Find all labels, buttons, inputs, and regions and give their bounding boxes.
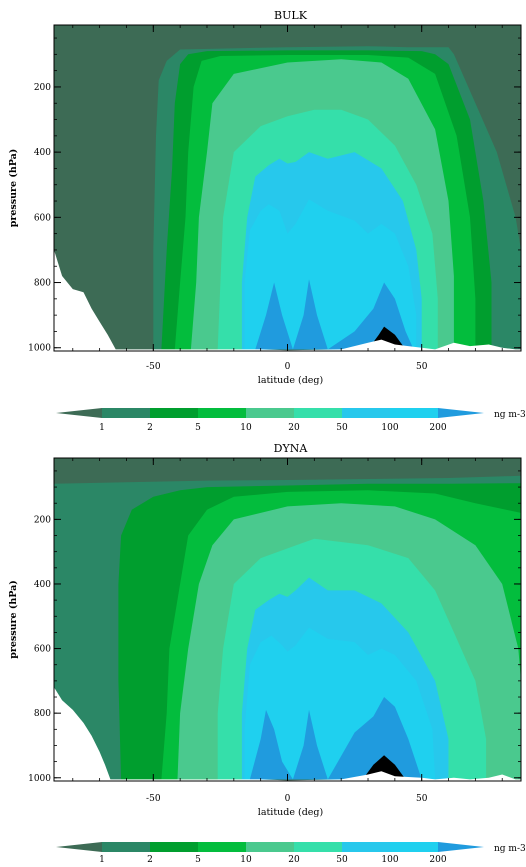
colorbar-swatch xyxy=(150,842,199,852)
x-tick-label: 0 xyxy=(285,794,291,804)
colorbar: 1 2 5 10 20 50 100 200 ng m-3 xyxy=(56,842,526,865)
colorbar-swatch xyxy=(294,408,343,418)
y-tick-label: 600 xyxy=(34,213,51,223)
x-axis-label: latitude (deg) xyxy=(258,375,323,386)
plot-area xyxy=(54,458,521,781)
colorbar-swatch xyxy=(246,408,295,418)
y-tick-label: 800 xyxy=(34,279,51,289)
colorbar-tick-label: 10 xyxy=(240,423,252,433)
colorbar-arrow-high xyxy=(438,842,484,852)
panel-title: BULK xyxy=(274,9,308,22)
x-tick-label: -50 xyxy=(146,794,161,804)
colorbar-swatch xyxy=(342,408,391,418)
colorbar-tick-label: 200 xyxy=(429,855,446,865)
y-tick-label: 400 xyxy=(34,148,51,158)
bulk-panel: -50 0 50 200 400 600 800 1000 BULK latitude (deg)… xyxy=(8,9,526,433)
y-axis-label: pressure (hPa) xyxy=(8,149,19,228)
panel-title: DYNA xyxy=(274,442,309,455)
contour-level-200 xyxy=(255,279,414,350)
colorbar-arrow-high xyxy=(438,408,484,418)
colorbar-tick-label: 50 xyxy=(336,855,348,865)
y-tick-label: 200 xyxy=(34,515,51,525)
colorbar-swatch xyxy=(246,842,295,852)
colorbar-tick-label: 5 xyxy=(195,855,201,865)
colorbar-unit: ng m-3 xyxy=(494,844,526,854)
colorbar-tick-label: 1 xyxy=(99,855,105,865)
colorbar-swatch xyxy=(102,842,151,852)
colorbar-tick-label: 2 xyxy=(147,423,153,433)
colorbar-arrow-low xyxy=(56,842,102,852)
x-tick-label: 50 xyxy=(416,362,428,372)
y-tick-label: 800 xyxy=(34,709,51,719)
colorbar-swatch xyxy=(150,408,199,418)
x-tick-label: 50 xyxy=(416,794,428,804)
terrain-mask xyxy=(54,249,521,351)
colorbar-tick-label: 1 xyxy=(99,423,105,433)
terrain-mask xyxy=(54,687,521,781)
y-axis-label: pressure (hPa) xyxy=(8,580,19,659)
colorbar-arrow-low xyxy=(56,408,102,418)
contour-level-200 xyxy=(249,697,422,780)
colorbar-tick-label: 2 xyxy=(147,855,153,865)
y-tick-label: 1000 xyxy=(28,344,51,354)
colorbar-tick-label: 100 xyxy=(381,423,398,433)
colorbar-swatch xyxy=(198,842,247,852)
colorbar: 1 2 5 10 20 50 100 200 ng m-3 xyxy=(56,408,526,433)
colorbar-tick-label: 20 xyxy=(288,855,300,865)
colorbar-tick-label: 200 xyxy=(429,423,446,433)
colorbar-swatch xyxy=(102,408,151,418)
y-tick-label: 200 xyxy=(34,83,51,93)
colorbar-swatch xyxy=(198,408,247,418)
colorbar-tick-label: 100 xyxy=(381,855,398,865)
y-tick-label: 1000 xyxy=(28,774,51,784)
colorbar-tick-label: 5 xyxy=(195,423,201,433)
colorbar-tick-label: 20 xyxy=(288,423,300,433)
dyna-panel: -50 0 50 200 400 600 800 1000 DYNA latitude (deg)… xyxy=(8,442,526,865)
colorbar-tick-label: 50 xyxy=(336,423,348,433)
colorbar-swatch xyxy=(390,842,439,852)
x-tick-label: -50 xyxy=(146,362,161,372)
plot-area xyxy=(54,25,521,351)
colorbar-unit: ng m-3 xyxy=(494,410,526,420)
y-tick-label: 600 xyxy=(34,645,51,655)
x-axis-label: latitude (deg) xyxy=(258,807,323,818)
colorbar-swatch xyxy=(342,842,391,852)
colorbar-swatch xyxy=(390,408,439,418)
colorbar-tick-label: 10 xyxy=(240,855,252,865)
x-tick-label: 0 xyxy=(285,362,291,372)
y-tick-label: 400 xyxy=(34,580,51,590)
colorbar-swatch xyxy=(294,842,343,852)
